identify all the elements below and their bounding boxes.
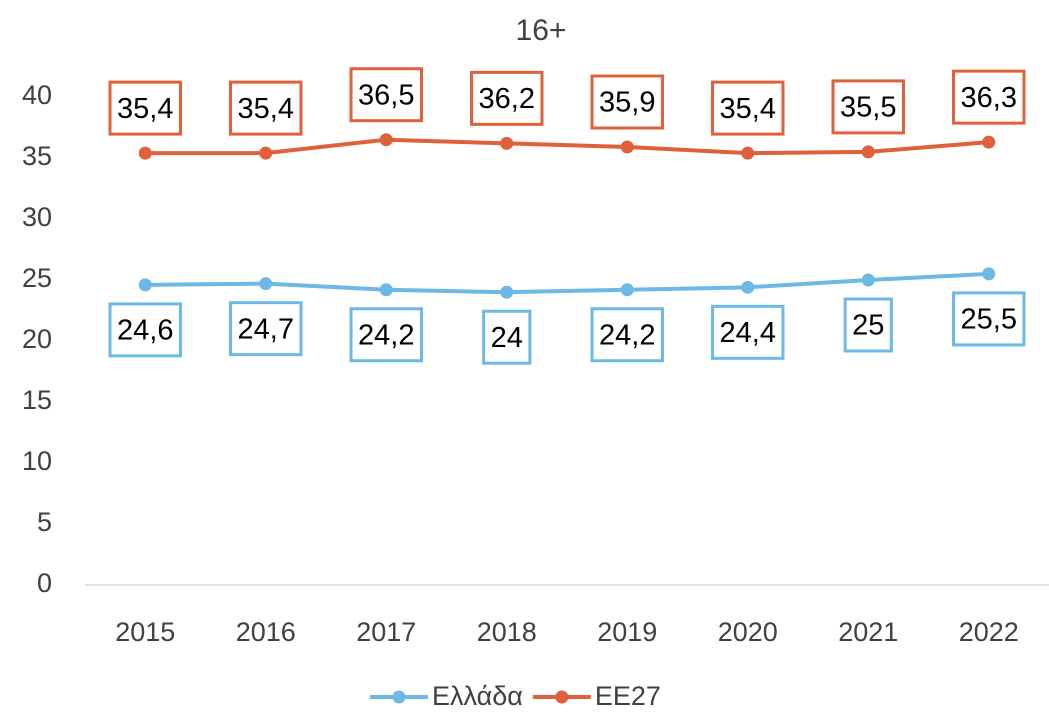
data-label: 24	[491, 322, 523, 354]
data-label: 24,6	[117, 315, 173, 347]
x-tick-label: 2022	[959, 617, 1019, 647]
data-label-box	[108, 80, 182, 136]
y-tick-label: 0	[37, 568, 52, 598]
data-point	[379, 283, 393, 297]
data-point	[259, 277, 273, 291]
data-point	[500, 285, 514, 299]
x-tick-label: 2017	[356, 617, 416, 647]
data-label-box	[349, 67, 423, 123]
data-label: 24,2	[599, 319, 655, 351]
x-tick-label: 2016	[236, 617, 296, 647]
legend-label: Ελλάδα	[432, 681, 523, 711]
data-label: 35,4	[117, 93, 173, 125]
data-label-box	[229, 301, 303, 357]
data-label: 35,4	[238, 93, 294, 125]
data-label: 35,4	[720, 93, 776, 125]
data-label: 35,9	[599, 87, 655, 119]
data-point	[861, 145, 875, 159]
y-tick-label: 25	[22, 263, 52, 293]
data-point	[138, 278, 152, 292]
data-point	[500, 136, 514, 150]
legend-label: ΕΕ27	[595, 681, 661, 711]
data-label-box	[843, 297, 893, 353]
data-point	[982, 267, 996, 281]
x-tick-label: 2020	[718, 617, 778, 647]
data-label-box	[711, 80, 785, 136]
y-tick-label: 40	[22, 80, 52, 110]
data-label-box	[952, 291, 1026, 347]
data-point	[620, 140, 634, 154]
data-label-box	[482, 309, 532, 365]
data-label: 24,2	[358, 319, 414, 351]
data-label: 35,5	[840, 92, 896, 124]
data-label: 36,5	[358, 79, 414, 111]
data-point	[982, 135, 996, 149]
data-point	[379, 133, 393, 147]
data-label-box	[952, 69, 1026, 125]
y-tick-label: 20	[22, 324, 52, 354]
series-line	[145, 137, 989, 156]
data-label: 36,3	[961, 82, 1017, 114]
data-label: 36,2	[479, 83, 535, 115]
data-label-box	[108, 302, 182, 358]
y-tick-label: 5	[37, 507, 52, 537]
data-label-box	[831, 79, 905, 135]
y-tick-label: 15	[22, 385, 52, 415]
series-line	[145, 271, 989, 295]
y-tick-label: 30	[22, 202, 52, 232]
data-label-box	[590, 307, 664, 363]
data-label-box	[349, 307, 423, 363]
x-tick-label: 2018	[477, 617, 537, 647]
data-label-box	[229, 80, 303, 136]
x-tick-label: 2015	[115, 617, 175, 647]
data-label-box	[590, 74, 664, 130]
data-point	[138, 146, 152, 160]
data-label: 25	[852, 310, 884, 342]
y-tick-label: 35	[22, 141, 52, 171]
y-tick-label: 10	[22, 446, 52, 476]
data-point	[741, 280, 755, 294]
data-point	[620, 283, 634, 297]
data-label-box	[470, 70, 544, 126]
data-point	[259, 146, 273, 160]
data-label: 24,4	[720, 317, 776, 349]
legend-marker	[392, 690, 406, 704]
data-point	[861, 273, 875, 287]
data-label-box	[711, 304, 785, 360]
data-label: 25,5	[961, 304, 1017, 336]
chart-title: 16+	[516, 14, 567, 47]
data-label: 24,7	[238, 313, 294, 345]
x-tick-label: 2019	[597, 617, 657, 647]
data-point	[741, 146, 755, 160]
legend-marker	[555, 690, 569, 704]
x-tick-label: 2021	[838, 617, 898, 647]
